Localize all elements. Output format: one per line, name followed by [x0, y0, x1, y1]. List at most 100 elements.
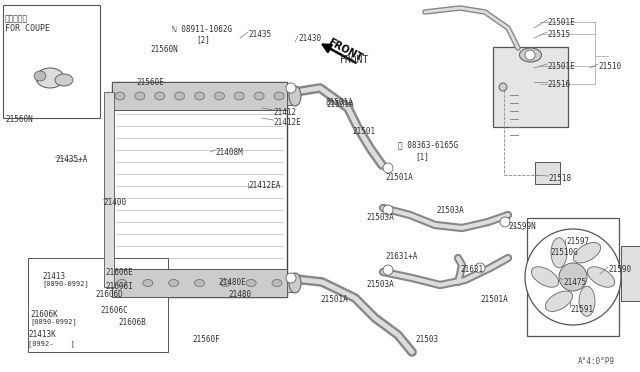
Ellipse shape	[169, 279, 179, 286]
Bar	[527, 218, 619, 336]
Circle shape	[286, 83, 296, 93]
Bar	[287, 274, 295, 292]
Text: Ⓢ 08363-6165G: Ⓢ 08363-6165G	[398, 140, 458, 149]
Text: 21475: 21475	[563, 278, 586, 287]
Text: 21501: 21501	[352, 127, 375, 136]
Ellipse shape	[579, 286, 595, 316]
Ellipse shape	[115, 92, 125, 100]
Circle shape	[286, 273, 296, 283]
Ellipse shape	[135, 92, 145, 100]
Ellipse shape	[499, 83, 507, 91]
Bar	[112, 82, 287, 297]
Text: 21631+A: 21631+A	[385, 252, 417, 261]
Text: 21503: 21503	[415, 335, 438, 344]
Ellipse shape	[220, 279, 230, 286]
Text: 21510: 21510	[598, 62, 621, 71]
Ellipse shape	[289, 273, 301, 293]
Circle shape	[475, 263, 485, 273]
Text: ℕ 08911-1062G: ℕ 08911-1062G	[172, 25, 232, 34]
Circle shape	[500, 217, 510, 227]
Bar	[28, 258, 168, 352]
Text: FRONT: FRONT	[340, 55, 369, 65]
Text: クーペ仕様: クーペ仕様	[5, 14, 28, 23]
Text: 21516: 21516	[547, 80, 570, 89]
Text: [0890-0992]: [0890-0992]	[30, 318, 77, 325]
Bar	[112, 82, 287, 110]
Text: 21606D: 21606D	[95, 290, 123, 299]
Text: [1]: [1]	[415, 152, 429, 161]
Text: 21560N: 21560N	[150, 45, 178, 54]
Ellipse shape	[254, 92, 264, 100]
Bar	[493, 47, 568, 127]
Text: 21510G: 21510G	[550, 248, 578, 257]
Text: [0992-    ]: [0992- ]	[28, 340, 75, 347]
Text: 21430: 21430	[298, 34, 321, 43]
Text: 21501E: 21501E	[547, 18, 575, 27]
Text: [0890-0992]: [0890-0992]	[42, 280, 89, 287]
Ellipse shape	[36, 68, 64, 88]
Text: 21560E: 21560E	[136, 78, 164, 87]
Ellipse shape	[289, 86, 301, 106]
Text: 21501A: 21501A	[385, 173, 413, 182]
Text: 21503A: 21503A	[436, 206, 464, 215]
Circle shape	[559, 263, 587, 291]
Ellipse shape	[274, 92, 284, 100]
Bar	[112, 269, 287, 297]
Text: 21435: 21435	[248, 30, 271, 39]
Text: A°4:0°P9: A°4:0°P9	[578, 357, 615, 366]
Text: 21631: 21631	[460, 265, 483, 274]
Ellipse shape	[573, 243, 600, 263]
Text: FRONT: FRONT	[326, 37, 364, 63]
Ellipse shape	[234, 92, 244, 100]
Ellipse shape	[214, 92, 225, 100]
Text: 21480E: 21480E	[218, 278, 246, 287]
Ellipse shape	[551, 238, 567, 268]
Circle shape	[383, 205, 393, 215]
Ellipse shape	[55, 74, 73, 86]
Text: FOR COUPE: FOR COUPE	[5, 24, 50, 33]
Text: 21599N: 21599N	[508, 222, 536, 231]
Bar	[104, 92, 114, 287]
Ellipse shape	[175, 92, 184, 100]
Text: 21590: 21590	[608, 265, 631, 274]
Text: 21412E: 21412E	[273, 118, 301, 127]
Bar	[535, 162, 560, 184]
Bar	[621, 246, 640, 301]
Text: 21606B: 21606B	[118, 318, 146, 327]
Text: 21515: 21515	[547, 30, 570, 39]
Text: 21501A: 21501A	[480, 295, 508, 304]
Text: 21501E: 21501E	[547, 62, 575, 71]
Text: 21413: 21413	[42, 272, 65, 281]
Ellipse shape	[272, 279, 282, 286]
Text: 21606K: 21606K	[30, 310, 58, 319]
Text: 21606E: 21606E	[105, 268, 132, 277]
Text: 21408M: 21408M	[215, 148, 243, 157]
Circle shape	[525, 229, 621, 325]
Ellipse shape	[117, 279, 127, 286]
Text: 21503A: 21503A	[366, 213, 394, 222]
Ellipse shape	[143, 279, 153, 286]
Text: 21400: 21400	[103, 198, 126, 207]
Ellipse shape	[545, 291, 573, 311]
Text: 21413K: 21413K	[28, 330, 56, 339]
Text: 21503A: 21503A	[366, 280, 394, 289]
Ellipse shape	[520, 48, 541, 62]
Ellipse shape	[195, 279, 205, 286]
Bar	[3, 5, 100, 118]
Text: 21606I: 21606I	[105, 282, 132, 291]
Circle shape	[383, 265, 393, 275]
Text: 21480: 21480	[228, 290, 251, 299]
Text: 21435+A: 21435+A	[55, 155, 88, 164]
Circle shape	[383, 163, 393, 173]
Ellipse shape	[246, 279, 256, 286]
Text: 21560N: 21560N	[5, 115, 33, 124]
Text: 21560F: 21560F	[192, 335, 220, 344]
Bar	[287, 87, 295, 105]
Ellipse shape	[155, 92, 164, 100]
Text: 21518: 21518	[548, 174, 571, 183]
Text: 21501A: 21501A	[326, 100, 354, 109]
Circle shape	[525, 50, 535, 60]
Ellipse shape	[195, 92, 205, 100]
Text: [2]: [2]	[196, 35, 210, 44]
Ellipse shape	[34, 71, 46, 81]
